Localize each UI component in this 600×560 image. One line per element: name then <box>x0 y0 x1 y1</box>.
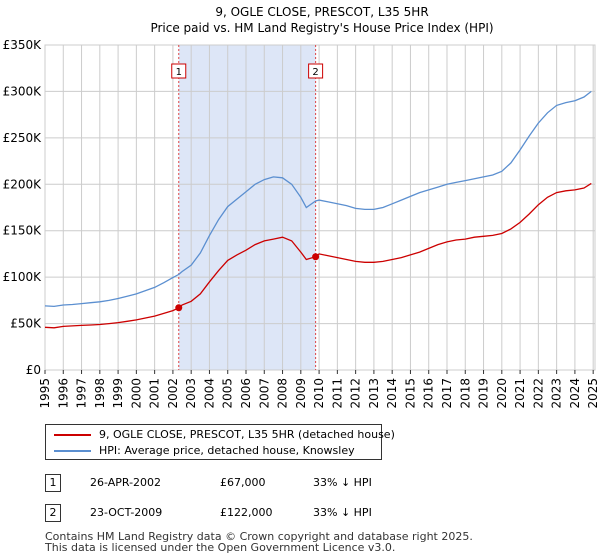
x-tick-label: 2022 <box>531 378 545 409</box>
transaction-row: 1 26-APR-2002 £67,000 33% ↓ HPI <box>45 474 600 492</box>
plot-frame <box>44 44 596 371</box>
transaction-date: 26-APR-2002 <box>90 476 162 489</box>
y-tick-label: £250K <box>3 131 43 145</box>
x-tick-label: 2023 <box>550 378 564 409</box>
footer-line-licence: This data is licensed under the Open Gov… <box>45 541 396 554</box>
y-tick-label: £200K <box>3 177 43 191</box>
sale-point <box>312 253 320 261</box>
x-tick-label: 2010 <box>312 378 326 409</box>
legend-label-hpi: HPI: Average price, detached house, Know… <box>99 444 355 457</box>
sale-badge-box <box>171 63 187 79</box>
x-tick-label: 2001 <box>148 378 162 409</box>
transaction-date: 23-OCT-2009 <box>90 506 163 519</box>
sale-badge-label: 1 <box>176 67 182 78</box>
x-tick-label: 2003 <box>184 378 198 409</box>
x-tick-label: 2012 <box>349 378 363 409</box>
y-axis-ticks: £0 £50K £100K £150K £200K £250K £300K £350K <box>3 38 43 377</box>
legend: 9, OGLE CLOSE, PRESCOT, L35 5HR (detache… <box>45 424 395 460</box>
footer-line-copyright: Contains HM Land Registry data © Crown c… <box>45 530 473 543</box>
y-tick-label: £50K <box>10 317 42 331</box>
x-tick-label: 2021 <box>513 378 527 409</box>
ownership-period-shade <box>178 45 316 370</box>
x-tick-label: 2005 <box>221 378 235 409</box>
legend-swatch-red <box>54 434 91 436</box>
transaction-badge: 1 <box>45 474 61 492</box>
x-tick-label: 2006 <box>239 378 253 409</box>
transaction-row: 2 23-OCT-2009 £122,000 33% ↓ HPI <box>45 504 600 522</box>
x-tick-label: 2002 <box>166 378 180 409</box>
x-axis-ticks: 1995 1996 1997 1998 1999 2000 2001 2002 2003 2004… <box>38 370 600 409</box>
x-tick-label: 2015 <box>403 378 417 409</box>
sale-badge-box <box>308 63 324 79</box>
y-tick-label: £300K <box>3 84 43 98</box>
x-tick-label: 2008 <box>276 378 290 409</box>
x-tick-label: 2013 <box>367 378 381 409</box>
x-tick-label: 1996 <box>56 378 70 409</box>
sale-point <box>175 304 183 312</box>
series-line-hpi <box>44 90 592 308</box>
x-tick-label: 2017 <box>440 378 454 409</box>
sale-badge-label: 2 <box>312 67 318 78</box>
x-tick-label: 1998 <box>93 378 107 409</box>
chart-title: 9, OGLE CLOSE, PRESCOT, L35 5HR <box>215 5 428 19</box>
chart-subtitle: Price paid vs. HM Land Registry's House … <box>150 21 493 35</box>
transaction-price: £122,000 <box>220 506 273 519</box>
x-tick-label: 1999 <box>111 378 125 409</box>
legend-swatch-blue <box>54 450 91 452</box>
x-tick-label: 2016 <box>422 378 436 409</box>
x-tick-label: 2025 <box>586 378 600 409</box>
x-tick-label: 2011 <box>330 378 344 409</box>
transaction-hpi-diff: 33% ↓ HPI <box>313 506 372 519</box>
x-tick-label: 2004 <box>202 378 216 409</box>
x-tick-label: 1995 <box>38 378 52 409</box>
footer: Contains HM Land Registry data © Crown c… <box>45 531 473 553</box>
x-tick-label: 2009 <box>294 378 308 409</box>
x-tick-label: 1997 <box>75 378 89 409</box>
transaction-hpi-diff: 33% ↓ HPI <box>313 476 372 489</box>
transaction-badge: 2 <box>45 504 61 522</box>
x-tick-label: 2000 <box>129 378 143 409</box>
transaction-price: £67,000 <box>220 476 266 489</box>
y-tick-label: £0 <box>26 363 41 377</box>
y-tick-label: £100K <box>3 270 43 284</box>
sale-points <box>175 253 320 312</box>
x-tick-label: 2024 <box>568 378 582 409</box>
y-tick-label: £350K <box>3 38 43 52</box>
x-tick-label: 2020 <box>495 378 509 409</box>
x-tick-label: 2018 <box>458 378 472 409</box>
y-tick-label: £150K <box>3 224 43 238</box>
x-tick-label: 2014 <box>385 378 399 409</box>
legend-label-price-paid: 9, OGLE CLOSE, PRESCOT, L35 5HR (detache… <box>99 428 395 441</box>
x-tick-label: 2019 <box>477 378 491 409</box>
x-tick-label: 2007 <box>257 378 271 409</box>
